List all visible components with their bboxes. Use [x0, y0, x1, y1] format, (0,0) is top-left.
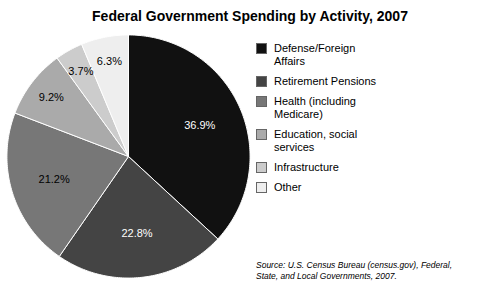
svg-text:3.7%: 3.7%	[68, 65, 93, 77]
html-text:Federal Government Spending by: Federal Government Spending by Activity,…	[92, 8, 408, 24]
svg-text:22.8%: 22.8%	[121, 227, 152, 239]
html-text:Health (including Medicare): Health (including Medicare)	[274, 95, 356, 120]
html-text:Other: Other	[274, 181, 302, 193]
svg-text:9.2%: 9.2%	[39, 91, 64, 103]
html-text:Defense/Foreign Affairs: Defense/Foreign Affairs	[274, 42, 356, 67]
html-text:Infrastructure: Infrastructure	[274, 161, 339, 173]
svg-text:21.2%: 21.2%	[39, 173, 70, 185]
html-text:Education, social services: Education, social services	[274, 128, 358, 153]
svg-text:6.3%: 6.3%	[97, 55, 122, 67]
svg-text:36.9%: 36.9%	[184, 119, 215, 131]
html-text:Source: U.S. Census Bureau (ce: Source: U.S. Census Bureau (census.gov),…	[256, 260, 453, 281]
html-text:Retirement Pensions: Retirement Pensions	[274, 75, 377, 87]
